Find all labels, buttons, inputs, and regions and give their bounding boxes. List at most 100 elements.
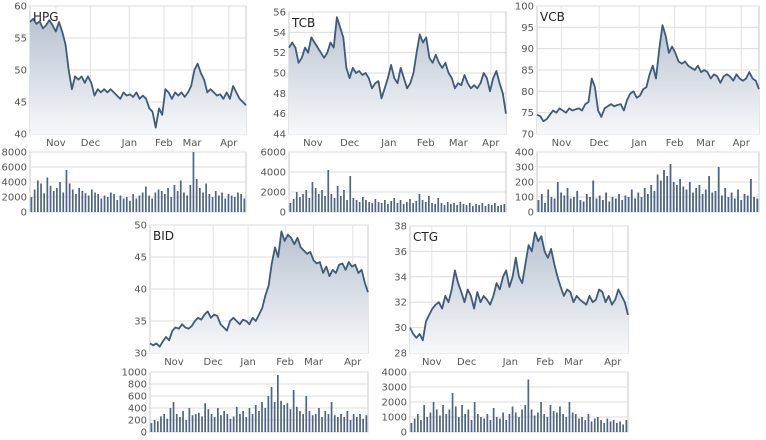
volume-bar-tcb-51 xyxy=(450,204,452,212)
x-tick-label-tcb-0: Nov xyxy=(303,138,323,149)
x-tick-label-ctg-3: Feb xyxy=(536,357,554,368)
volume-bar-hpg-11 xyxy=(65,170,68,212)
volume-bar-ctg-64 xyxy=(612,420,615,432)
price-area-ctg xyxy=(410,232,628,353)
volume-bar-bid-27 xyxy=(235,406,238,432)
volume-bar-tcb-15 xyxy=(336,186,339,212)
volume-bar-bid-10 xyxy=(182,411,184,432)
volume-bar-hpg-14 xyxy=(75,194,77,212)
volume-bar-ctg-12 xyxy=(448,409,451,432)
volume-tick-label-ctg-3: 3000 xyxy=(382,383,407,394)
volume-bar-hpg-33 xyxy=(135,198,138,212)
volume-bar-ctg-24 xyxy=(486,414,489,432)
volume-bar-hpg-45 xyxy=(173,185,176,212)
price-tick-label-vcb-6: 100 xyxy=(515,2,534,13)
volume-bar-bid-22 xyxy=(220,415,222,432)
volume-bar-ctg-14 xyxy=(454,406,457,432)
x-tick-label-hpg-0: Nov xyxy=(46,138,66,149)
volume-bar-hpg-24 xyxy=(106,197,109,212)
volume-bar-bid-35 xyxy=(261,402,263,432)
volume-bar-ctg-46 xyxy=(556,412,558,432)
volume-bar-bid-48 xyxy=(302,414,304,432)
volume-bar-tcb-37 xyxy=(406,202,408,212)
x-tick-label-tcb-4: Mar xyxy=(449,138,469,149)
volume-bar-vcb-21 xyxy=(605,192,607,212)
x-tick-label-bid-3: Feb xyxy=(276,357,294,368)
volume-bar-vcb-58 xyxy=(724,188,727,212)
volume-bar-vcb-63 xyxy=(740,200,743,212)
volume-bar-vcb-53 xyxy=(708,176,710,212)
volume-tick-label-vcb-3: 300 xyxy=(515,163,534,174)
volume-bar-bid-45 xyxy=(292,390,295,432)
volume-bar-hpg-46 xyxy=(176,191,179,212)
volume-bar-ctg-44 xyxy=(549,405,552,432)
volume-bar-tcb-45 xyxy=(431,203,433,212)
volume-bar-hpg-22 xyxy=(100,198,103,212)
volume-bar-bid-52 xyxy=(314,414,317,432)
price-tick-label-ctg-5: 38 xyxy=(394,222,407,233)
volume-bar-tcb-29 xyxy=(380,203,383,212)
volume-bar-hpg-65 xyxy=(237,192,239,212)
volume-bar-hpg-57 xyxy=(211,197,214,212)
volume-bar-vcb-61 xyxy=(733,198,736,212)
x-tick-label-ctg-2: Jan xyxy=(502,357,518,368)
volume-bar-vcb-54 xyxy=(711,192,714,212)
volume-bar-bid-67 xyxy=(362,418,364,432)
price-line-hpg xyxy=(29,17,247,129)
ticker-label-bid: BID xyxy=(153,229,174,243)
volume-bar-vcb-7 xyxy=(560,192,562,212)
price-line-ctg xyxy=(409,231,629,342)
volume-bar-bid-66 xyxy=(359,414,361,432)
volume-bar-ctg-9 xyxy=(439,415,441,432)
volume-bar-ctg-55 xyxy=(584,420,587,432)
volume-bar-hpg-47 xyxy=(179,180,182,212)
volume-bar-bid-39 xyxy=(273,402,276,432)
volume-tick-label-hpg-1: 2000 xyxy=(2,193,27,204)
volume-bar-hpg-12 xyxy=(68,183,71,212)
volume-bar-bid-37 xyxy=(267,396,270,432)
volume-bar-ctg-1 xyxy=(413,418,416,432)
volume-bar-hpg-15 xyxy=(78,188,80,212)
volume-bar-tcb-26 xyxy=(371,203,374,212)
volume-bar-vcb-68 xyxy=(756,198,759,212)
volume-bar-vcb-2 xyxy=(544,203,546,212)
volume-bar-ctg-61 xyxy=(603,423,606,432)
volume-bar-ctg-19 xyxy=(470,420,473,432)
volume-bar-hpg-39 xyxy=(154,192,157,212)
price-tick-label-vcb-4: 90 xyxy=(521,44,534,55)
volume-bar-vcb-44 xyxy=(679,179,681,212)
x-tick-label-hpg-2: Jan xyxy=(121,138,137,149)
volume-bar-tcb-2 xyxy=(295,192,298,212)
volume-bar-ctg-35 xyxy=(521,409,523,432)
volume-bar-tcb-67 xyxy=(500,205,502,212)
volume-bar-vcb-35 xyxy=(650,185,653,212)
volume-bar-ctg-0 xyxy=(410,423,413,432)
price-tick-label-bid-0: 30 xyxy=(134,349,147,360)
volume-bar-hpg-20 xyxy=(94,192,96,212)
volume-bar-bid-47 xyxy=(299,411,301,432)
volume-bar-tcb-24 xyxy=(365,200,367,212)
volume-bar-vcb-64 xyxy=(743,194,746,212)
volume-bar-ctg-34 xyxy=(518,417,520,432)
volume-bar-hpg-16 xyxy=(81,191,84,212)
price-tick-label-vcb-0: 70 xyxy=(521,130,534,141)
volume-bar-vcb-38 xyxy=(659,180,662,212)
volume-bar-hpg-30 xyxy=(125,197,128,212)
volume-bar-bid-64 xyxy=(352,414,355,432)
volume-bar-tcb-25 xyxy=(368,202,370,212)
volume-bar-tcb-53 xyxy=(456,205,458,212)
volume-bar-vcb-22 xyxy=(608,201,611,212)
x-tick-label-hpg-4: Mar xyxy=(183,138,203,149)
chart-hpg: 40 45 50 55 60 Nov Dec Jan Feb Mar Apr HPG 0 2000 4000… xyxy=(2,2,247,219)
volume-bar-vcb-36 xyxy=(653,191,656,212)
volume-bar-hpg-5 xyxy=(46,177,49,212)
volume-tick-label-bid-0: 0 xyxy=(141,428,147,439)
volume-bar-vcb-12 xyxy=(576,191,579,212)
price-tick-label-hpg-1: 45 xyxy=(14,98,27,109)
volume-bar-hpg-10 xyxy=(62,192,65,212)
volume-bar-ctg-28 xyxy=(499,418,501,432)
volume-bar-vcb-48 xyxy=(692,192,694,212)
volume-bar-hpg-58 xyxy=(214,191,217,212)
volume-bar-tcb-23 xyxy=(362,197,364,212)
